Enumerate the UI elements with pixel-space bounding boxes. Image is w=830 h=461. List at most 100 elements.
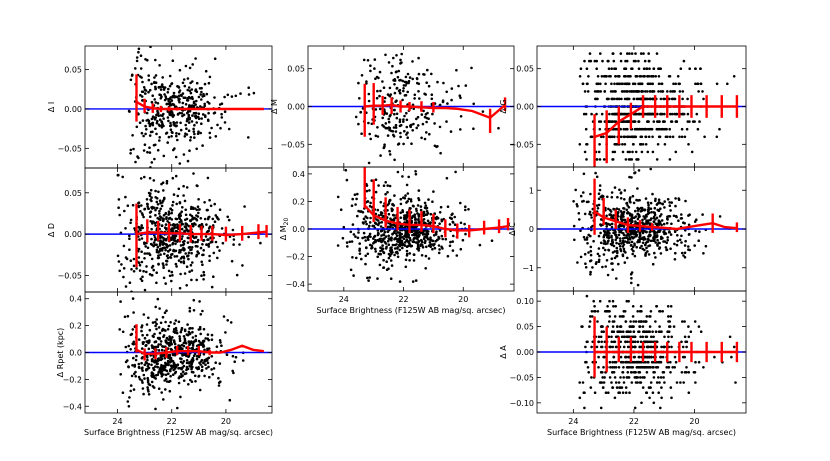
data-point [174, 174, 178, 178]
data-point [596, 97, 599, 101]
data-point [635, 360, 638, 364]
data-point [664, 232, 668, 235]
data-point [657, 376, 660, 379]
data-point [625, 82, 628, 86]
data-point [161, 345, 164, 348]
data-point [183, 339, 187, 342]
data-point [572, 200, 575, 203]
data-point [371, 224, 375, 228]
data-point [368, 132, 372, 136]
data-point [156, 245, 160, 249]
data-point [192, 298, 196, 302]
data-point [384, 181, 388, 184]
data-point [607, 236, 611, 239]
data-point [380, 234, 383, 237]
data-point [201, 144, 204, 147]
data-point [141, 381, 144, 384]
data-point [615, 246, 619, 250]
data-point [193, 374, 197, 378]
data-point [394, 130, 398, 133]
data-point [183, 84, 187, 88]
data-point [351, 223, 355, 226]
data-point [188, 149, 191, 152]
data-point [150, 273, 154, 277]
data-point [614, 238, 617, 242]
data-point [132, 356, 135, 360]
data-point [207, 347, 211, 350]
data-point [126, 400, 130, 403]
data-point [572, 224, 576, 228]
data-point [148, 146, 151, 149]
data-point [414, 170, 417, 173]
data-point [626, 52, 629, 55]
data-point [629, 325, 632, 328]
data-point [405, 111, 408, 115]
data-point [451, 249, 455, 252]
data-point [365, 80, 368, 83]
data-point [132, 340, 136, 344]
data-point [623, 90, 626, 93]
data-point [147, 90, 150, 94]
data-point [683, 244, 687, 247]
data-point [608, 320, 611, 323]
data-point [441, 237, 445, 241]
data-point [672, 82, 675, 86]
data-point [152, 179, 156, 182]
data-point [600, 112, 604, 116]
data-point [175, 132, 178, 135]
data-point [675, 243, 679, 247]
data-point [626, 232, 630, 235]
data-point [177, 94, 181, 98]
data-point [647, 112, 651, 116]
data-point [669, 247, 672, 250]
data-point [370, 122, 374, 126]
data-point [615, 207, 619, 210]
data-point [669, 112, 672, 116]
data-point [597, 340, 601, 344]
data-point [158, 307, 161, 310]
data-point [395, 234, 399, 237]
data-point [346, 245, 349, 248]
data-point [158, 331, 162, 335]
data-point [626, 240, 629, 244]
data-point [155, 132, 158, 136]
data-point [179, 272, 182, 276]
data-point [374, 190, 378, 194]
data-point [611, 345, 614, 349]
data-point [181, 370, 185, 374]
data-point [154, 345, 158, 349]
data-point [621, 330, 625, 334]
data-point [206, 361, 210, 365]
data-point [144, 89, 148, 92]
data-point [669, 386, 673, 389]
data-point [612, 231, 615, 235]
data-point [401, 175, 404, 178]
data-point [117, 206, 120, 209]
data-point [185, 359, 189, 362]
data-point [679, 381, 682, 384]
data-point [428, 241, 432, 244]
data-point [637, 158, 640, 161]
data-point [650, 112, 654, 116]
data-point [189, 91, 193, 95]
data-point [141, 356, 144, 359]
data-point [682, 381, 685, 384]
data-point [630, 240, 634, 244]
data-point [224, 331, 227, 334]
data-point [413, 226, 417, 229]
data-point [431, 200, 434, 203]
data-point [685, 345, 688, 349]
data-point [141, 213, 144, 217]
y-axis-label: Δ C [508, 222, 517, 236]
data-point [579, 194, 583, 198]
data-point [409, 238, 412, 242]
data-point [168, 244, 172, 247]
data-point [175, 134, 178, 138]
data-point [164, 377, 168, 381]
data-point [374, 77, 377, 80]
data-point [654, 75, 657, 78]
data-point [583, 252, 587, 256]
data-point [168, 356, 172, 360]
data-point [626, 256, 629, 260]
